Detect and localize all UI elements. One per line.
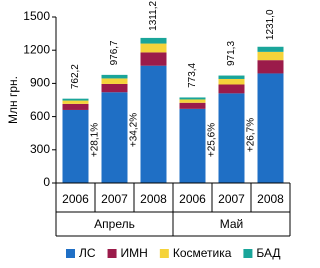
total-label: 1311,2: [148, 1, 159, 31]
total-label: 971,3: [226, 41, 237, 66]
bar-segment: [179, 99, 206, 103]
bar-segment: [257, 73, 284, 183]
total-label: 976,7: [109, 40, 120, 65]
bar-segment: [257, 46, 284, 52]
y-tick-label: 300: [30, 142, 50, 156]
bar-segment: [179, 108, 206, 183]
legend-label: ИМН: [121, 246, 148, 260]
y-tick-label: 900: [30, 76, 50, 90]
bar-segment: [101, 74, 128, 79]
total-label: 762,2: [70, 64, 81, 89]
bar-segment: [62, 98, 89, 101]
group-label: Май: [220, 217, 244, 231]
bar-segment: [179, 102, 206, 109]
legend-swatch: [66, 249, 75, 258]
bar-segment: [101, 83, 128, 93]
bar-segment: [218, 84, 245, 94]
y-tick-label: 0: [43, 175, 50, 189]
bar-segment: [218, 93, 245, 183]
x-tick-label: 2006: [62, 192, 89, 206]
growth-label: +25,6%: [207, 123, 218, 157]
bar-segment: [257, 51, 284, 61]
chart: Млн грн. 0 300 600 900 1200 1500 762,2 2006 976,…: [6, 1, 291, 260]
total-label: 1231,0: [265, 9, 276, 40]
legend-swatch: [159, 249, 169, 258]
legend-swatch: [107, 249, 117, 258]
x-tick-label: 2008: [140, 192, 167, 206]
bar-segment: [257, 60, 284, 74]
bar-segment: [179, 97, 206, 100]
x-tick-label: 2008: [257, 192, 284, 206]
y-tick-label: 1200: [23, 42, 50, 56]
bar-segment: [140, 37, 167, 44]
bar-segment: [62, 103, 89, 110]
x-tick-label: 2007: [101, 192, 128, 206]
y-tick-label: 1500: [23, 9, 50, 23]
legend-label: Косметика: [173, 246, 232, 260]
y-axis-label: Млн грн.: [6, 76, 20, 124]
legend-label: БАД: [256, 246, 280, 260]
x-tick-label: 2006: [179, 192, 206, 206]
bar-segment: [62, 109, 89, 183]
growth-label: +26,7%: [246, 118, 257, 152]
bar-segment: [218, 75, 245, 79]
bar-segment: [140, 65, 167, 183]
x-tick-label: 2007: [218, 192, 245, 206]
legend-label: ЛС: [79, 246, 96, 260]
bar-segment: [101, 92, 128, 183]
bar-segment: [62, 100, 89, 104]
bar-segment: [140, 52, 167, 66]
bar-segment: [101, 78, 128, 84]
growth-label: +28,1%: [90, 123, 101, 157]
bar-segment: [140, 43, 167, 53]
bar-segment: [218, 78, 245, 85]
total-label: 773,4: [187, 62, 198, 87]
legend-swatch: [243, 249, 253, 258]
y-tick-label: 600: [30, 109, 50, 123]
growth-label: +34,2%: [129, 113, 140, 147]
group-label: Апрель: [94, 217, 135, 231]
